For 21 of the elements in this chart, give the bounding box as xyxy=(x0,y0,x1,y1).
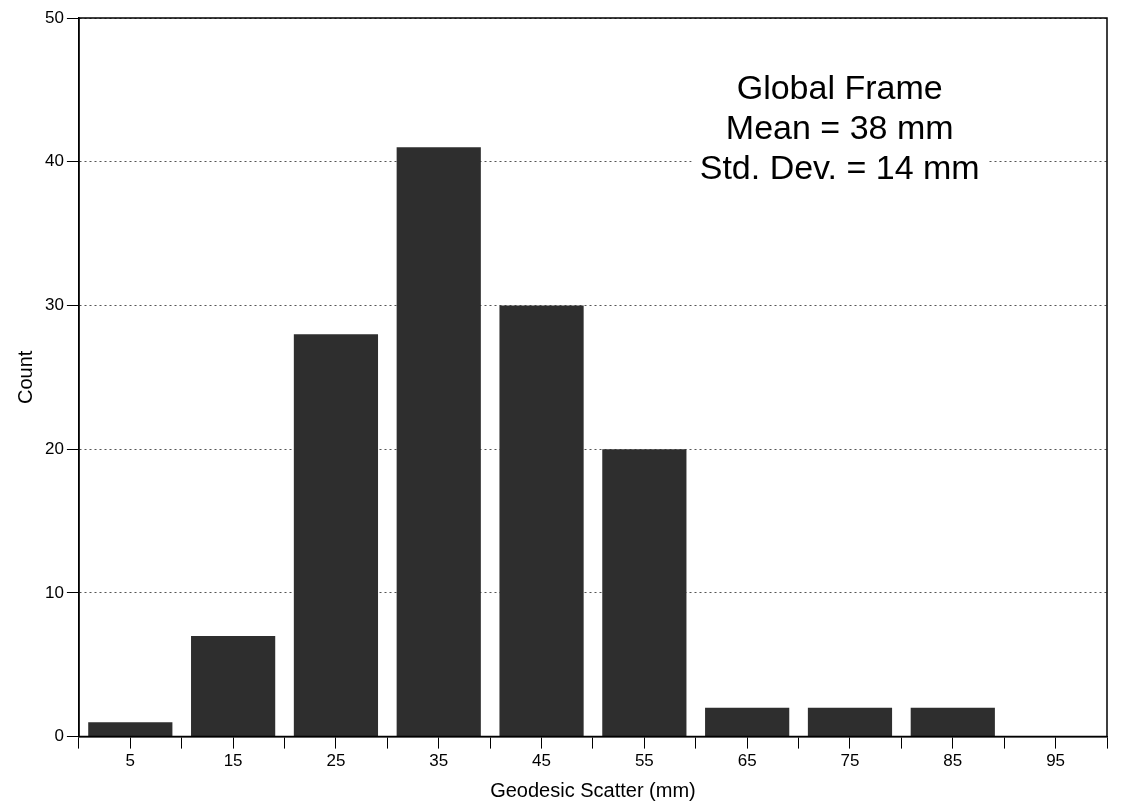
y-tick-label: 0 xyxy=(54,726,64,746)
x-tick-label: 55 xyxy=(634,751,654,771)
x-tick-label: 95 xyxy=(1046,751,1066,771)
y-axis-title: Count xyxy=(13,350,36,404)
x-tick-label: 65 xyxy=(737,751,757,771)
y-tick-label: 50 xyxy=(44,7,64,27)
x-tick-label: 75 xyxy=(840,751,860,771)
x-tick-label: 85 xyxy=(943,751,963,771)
x-tick-label: 35 xyxy=(429,751,449,771)
x-axis-title: Geodesic Scatter (mm) xyxy=(490,778,696,801)
y-tick-label: 30 xyxy=(44,295,64,315)
annotation: Mean = 38 mm xyxy=(725,108,954,147)
y-tick-label: 40 xyxy=(44,151,64,171)
x-tick-label: 15 xyxy=(223,751,243,771)
annotation: Std. Dev. = 14 mm xyxy=(699,148,980,187)
x-tick-label: 45 xyxy=(532,751,552,771)
y-tick-label: 10 xyxy=(44,582,64,602)
annotation: Global Frame xyxy=(736,68,943,107)
y-tick-label: 20 xyxy=(44,438,64,458)
x-tick-label: 25 xyxy=(326,751,346,771)
x-tick-label: 5 xyxy=(125,751,136,771)
